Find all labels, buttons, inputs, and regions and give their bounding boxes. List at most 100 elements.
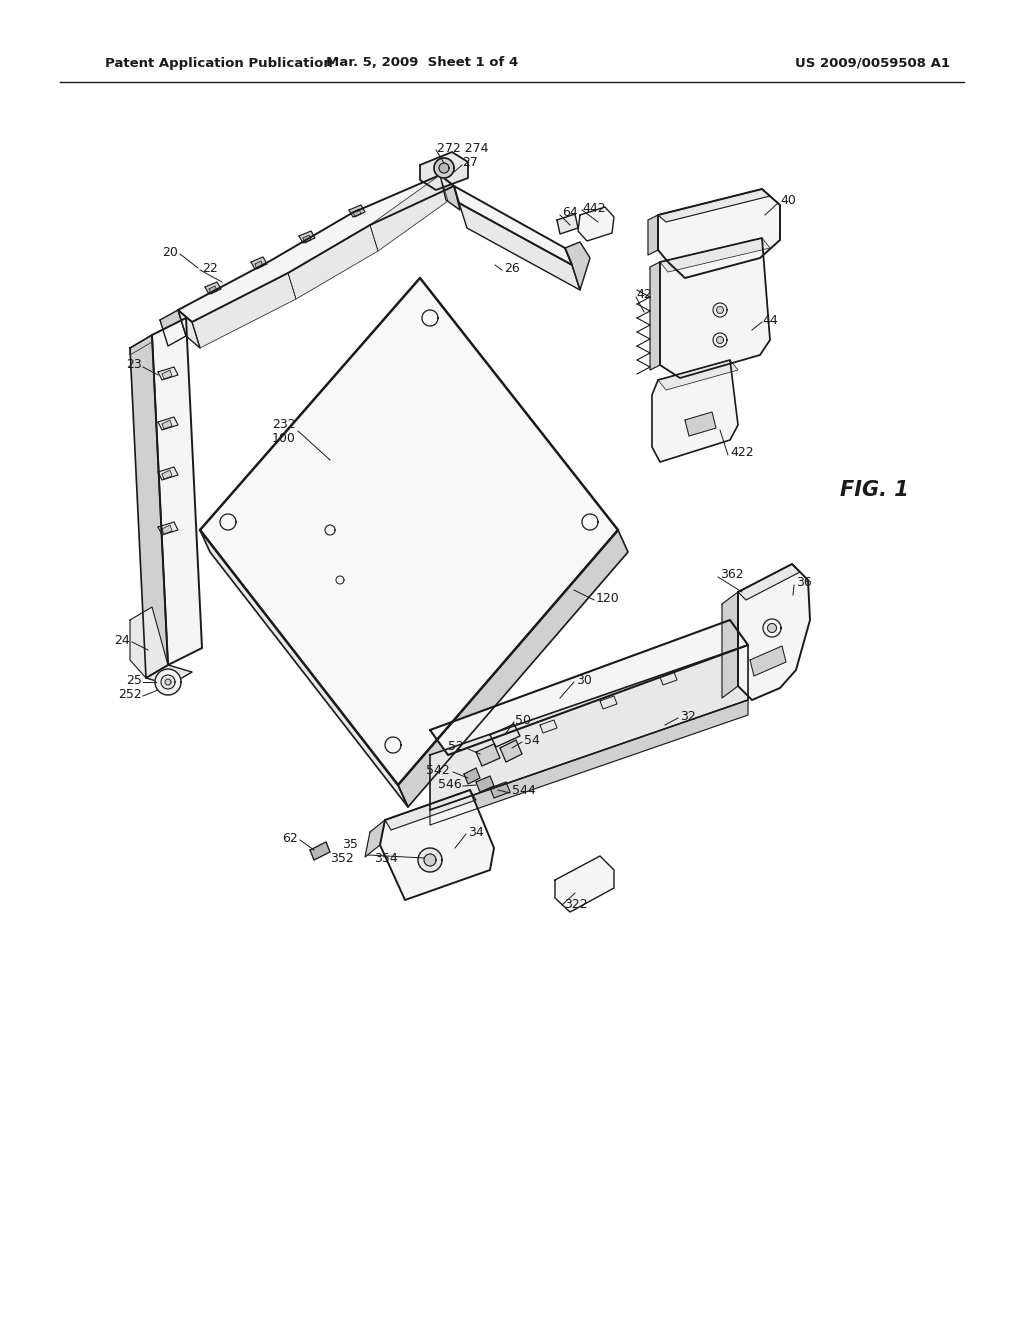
Polygon shape xyxy=(578,207,614,242)
Text: US 2009/0059508 A1: US 2009/0059508 A1 xyxy=(795,57,950,70)
Text: 25: 25 xyxy=(126,673,142,686)
Polygon shape xyxy=(209,286,217,294)
Polygon shape xyxy=(146,665,193,685)
Polygon shape xyxy=(420,152,468,190)
Polygon shape xyxy=(152,318,202,665)
Polygon shape xyxy=(193,273,296,348)
Polygon shape xyxy=(722,591,738,698)
Polygon shape xyxy=(648,215,658,255)
Polygon shape xyxy=(658,189,770,222)
Polygon shape xyxy=(310,842,330,861)
Text: 20: 20 xyxy=(162,246,178,259)
Polygon shape xyxy=(165,678,171,685)
Text: 442: 442 xyxy=(582,202,605,214)
Text: FIG. 1: FIG. 1 xyxy=(840,480,908,500)
Polygon shape xyxy=(251,257,267,269)
Polygon shape xyxy=(713,333,727,347)
Text: 352: 352 xyxy=(331,851,354,865)
Polygon shape xyxy=(738,564,800,601)
Polygon shape xyxy=(439,162,449,173)
Polygon shape xyxy=(650,261,660,370)
Text: 64: 64 xyxy=(562,206,578,219)
Polygon shape xyxy=(422,310,438,326)
Text: 22: 22 xyxy=(202,261,218,275)
Text: 546: 546 xyxy=(438,777,462,791)
Polygon shape xyxy=(490,781,510,799)
Text: 44: 44 xyxy=(762,314,778,326)
Polygon shape xyxy=(303,235,311,243)
Polygon shape xyxy=(398,531,628,807)
Text: 34: 34 xyxy=(468,825,483,838)
Polygon shape xyxy=(658,189,780,279)
Polygon shape xyxy=(430,620,748,755)
Polygon shape xyxy=(434,158,454,178)
Polygon shape xyxy=(158,417,178,430)
Text: 120: 120 xyxy=(596,591,620,605)
Polygon shape xyxy=(685,412,716,436)
Polygon shape xyxy=(430,645,748,810)
Text: 232: 232 xyxy=(272,417,296,430)
Polygon shape xyxy=(255,261,263,269)
Polygon shape xyxy=(476,744,500,766)
Text: 272 274: 272 274 xyxy=(437,141,488,154)
Polygon shape xyxy=(464,768,480,784)
Polygon shape xyxy=(158,467,178,480)
Text: 542: 542 xyxy=(426,763,450,776)
Polygon shape xyxy=(158,521,178,535)
Polygon shape xyxy=(385,737,401,752)
Polygon shape xyxy=(158,367,178,380)
Polygon shape xyxy=(750,645,786,676)
Polygon shape xyxy=(713,304,727,317)
Polygon shape xyxy=(161,675,175,689)
Polygon shape xyxy=(162,525,172,535)
Polygon shape xyxy=(430,700,748,825)
Polygon shape xyxy=(325,525,335,535)
Polygon shape xyxy=(418,847,442,873)
Text: 422: 422 xyxy=(730,446,754,459)
Polygon shape xyxy=(490,723,520,747)
Text: 30: 30 xyxy=(575,673,592,686)
Text: Patent Application Publication: Patent Application Publication xyxy=(105,57,333,70)
Polygon shape xyxy=(130,335,152,355)
Polygon shape xyxy=(454,186,572,265)
Text: 42: 42 xyxy=(636,289,651,301)
Text: 100: 100 xyxy=(272,432,296,445)
Polygon shape xyxy=(500,741,522,762)
Polygon shape xyxy=(459,203,580,290)
Polygon shape xyxy=(200,531,408,807)
Polygon shape xyxy=(660,238,770,378)
Text: 26: 26 xyxy=(504,261,520,275)
Polygon shape xyxy=(205,282,221,294)
Polygon shape xyxy=(763,619,781,638)
Polygon shape xyxy=(162,420,172,429)
Text: 36: 36 xyxy=(796,576,812,589)
Polygon shape xyxy=(380,789,494,900)
Polygon shape xyxy=(178,310,200,348)
Polygon shape xyxy=(155,669,181,696)
Polygon shape xyxy=(424,854,436,866)
Polygon shape xyxy=(200,279,618,785)
Polygon shape xyxy=(717,306,724,313)
Polygon shape xyxy=(162,470,172,479)
Polygon shape xyxy=(768,623,776,632)
Polygon shape xyxy=(336,576,344,583)
Polygon shape xyxy=(600,696,617,709)
Polygon shape xyxy=(178,176,454,322)
Polygon shape xyxy=(717,337,724,343)
Polygon shape xyxy=(365,820,385,857)
Polygon shape xyxy=(565,242,590,290)
Text: 252: 252 xyxy=(118,688,142,701)
Polygon shape xyxy=(370,176,449,251)
Polygon shape xyxy=(738,564,810,700)
Text: 40: 40 xyxy=(780,194,796,206)
Polygon shape xyxy=(353,209,361,216)
Text: 544: 544 xyxy=(512,784,536,797)
Polygon shape xyxy=(557,214,578,234)
Text: 322: 322 xyxy=(564,899,588,912)
Text: 32: 32 xyxy=(680,710,695,722)
Text: Mar. 5, 2009  Sheet 1 of 4: Mar. 5, 2009 Sheet 1 of 4 xyxy=(326,57,518,70)
Polygon shape xyxy=(162,370,172,379)
Polygon shape xyxy=(540,719,557,733)
Polygon shape xyxy=(440,176,460,210)
Polygon shape xyxy=(160,310,186,346)
